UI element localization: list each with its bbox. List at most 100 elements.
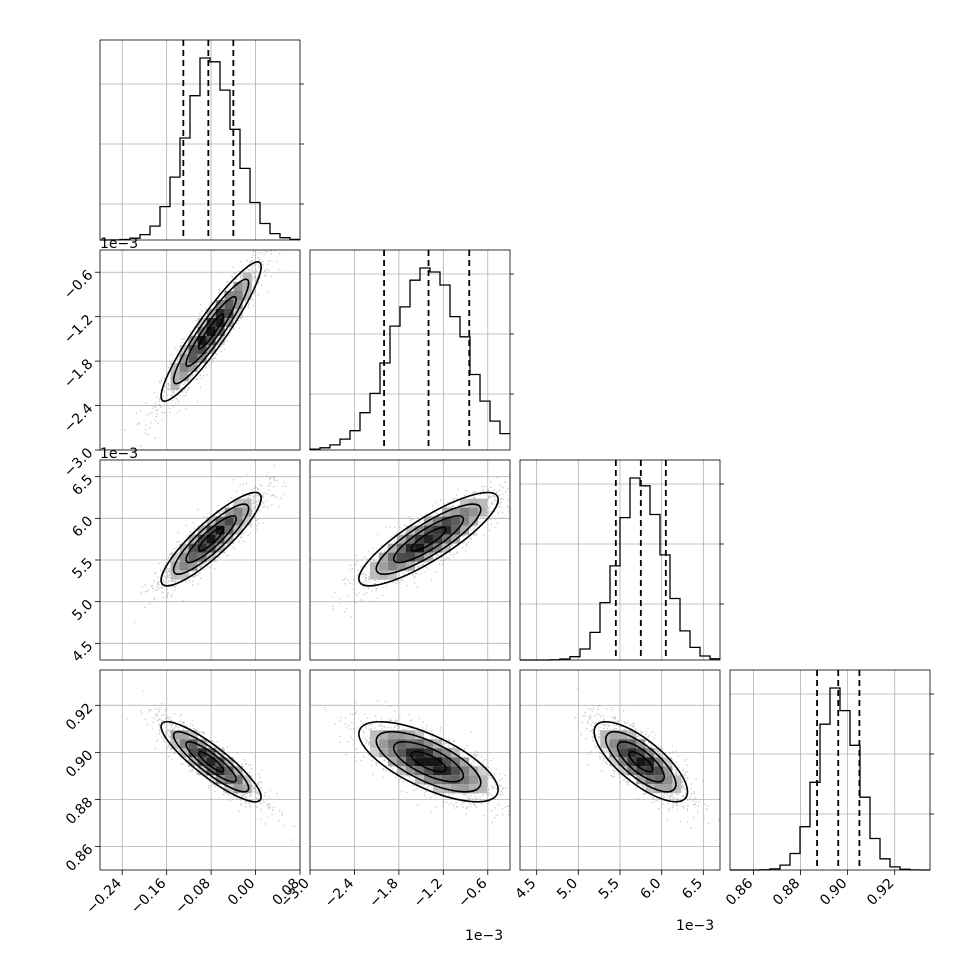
density-cell xyxy=(415,552,425,562)
density-cell xyxy=(388,748,398,758)
density-cell xyxy=(415,766,425,776)
density-cell xyxy=(379,561,389,571)
density-cell xyxy=(618,757,628,767)
y-tick-label: −1.2 xyxy=(61,312,96,347)
density-cell xyxy=(233,308,243,318)
density-cell xyxy=(179,730,189,740)
y-tick-label: 0.92 xyxy=(63,700,96,733)
density-cell xyxy=(224,766,234,776)
density-cell xyxy=(406,552,416,562)
y-tick-label: −0.6 xyxy=(61,267,96,302)
y-tick-label: 0.90 xyxy=(63,747,96,780)
density-cell xyxy=(179,344,189,354)
density-cell xyxy=(424,748,434,758)
density-cell xyxy=(478,766,488,776)
density-cell xyxy=(442,543,452,553)
density-cell xyxy=(206,525,216,535)
density-cell xyxy=(645,757,655,767)
density-cell xyxy=(188,362,198,372)
density-cell xyxy=(388,739,398,749)
density-cell xyxy=(188,552,198,562)
contour-line xyxy=(410,526,447,552)
density-cell xyxy=(206,534,216,544)
contour-line xyxy=(616,740,665,783)
density-cell xyxy=(609,757,619,767)
y-tick-label: 0.88 xyxy=(63,794,96,827)
contour-line xyxy=(197,526,225,552)
density-cell xyxy=(478,784,488,794)
density-cell xyxy=(442,516,452,526)
density-cell xyxy=(370,748,380,758)
histogram-step xyxy=(100,57,300,241)
panel-frame xyxy=(99,249,301,451)
density-cell xyxy=(379,739,389,749)
density-cell xyxy=(460,498,470,508)
density-cell xyxy=(224,525,234,535)
density-cell xyxy=(636,739,646,749)
y-tick-label: 5.5 xyxy=(69,555,96,582)
density-cell xyxy=(242,516,252,526)
contour-line xyxy=(185,515,237,564)
density-cell xyxy=(636,766,646,776)
contour-line xyxy=(392,515,465,564)
x-tick-label: 0.90 xyxy=(817,876,850,909)
x-offset-label: 1e−3 xyxy=(676,918,714,934)
density-cell xyxy=(406,525,416,535)
density-cell xyxy=(433,748,443,758)
density-cell xyxy=(451,775,461,785)
y-tick-label: −2.4 xyxy=(61,401,96,436)
density-cell xyxy=(397,730,407,740)
density-cell xyxy=(618,739,628,749)
panel-frame xyxy=(729,669,931,871)
density-cell xyxy=(415,757,425,767)
contour-line xyxy=(160,491,262,587)
density-cell xyxy=(233,775,243,785)
density-cell xyxy=(379,730,389,740)
density-cell xyxy=(442,766,452,776)
density-cell xyxy=(451,516,461,526)
density-cell xyxy=(242,498,252,508)
density-cell xyxy=(406,748,416,758)
x-tick-label: 0.86 xyxy=(723,875,756,908)
density-cell xyxy=(442,775,452,785)
density-cell xyxy=(636,775,646,785)
density-cell xyxy=(197,766,207,776)
density-cell xyxy=(433,516,443,526)
density-cell xyxy=(206,543,216,553)
histogram-step xyxy=(520,477,720,661)
density-cell xyxy=(627,757,637,767)
scatter-panel-2-1 xyxy=(310,460,510,660)
density-cell xyxy=(233,525,243,535)
density-cell xyxy=(206,552,216,562)
density-cell xyxy=(197,317,207,327)
density-cell xyxy=(406,757,416,767)
density-cell xyxy=(672,775,682,785)
density-cell xyxy=(224,507,234,517)
panel-frame xyxy=(309,669,511,871)
density-cell xyxy=(460,766,470,776)
density-cell xyxy=(388,561,398,571)
density-cell xyxy=(206,317,216,327)
density-cell xyxy=(215,757,225,767)
density-cell xyxy=(654,748,664,758)
density-cell xyxy=(206,335,216,345)
density-cell xyxy=(469,766,479,776)
density-cell xyxy=(170,739,180,749)
density-cell xyxy=(197,757,207,767)
density-cell xyxy=(460,516,470,526)
density-cell xyxy=(415,525,425,535)
density-cell xyxy=(197,335,207,345)
density-cell xyxy=(188,344,198,354)
contour-line xyxy=(593,720,689,803)
density-cell xyxy=(233,290,243,300)
density-cell xyxy=(379,570,389,580)
density-cell xyxy=(645,766,655,776)
density-cell xyxy=(654,766,664,776)
panel-frame xyxy=(519,459,721,661)
panel-frame xyxy=(309,459,511,661)
density-cell xyxy=(179,543,189,553)
density-cell xyxy=(388,757,398,767)
x-tick-label: −2.4 xyxy=(322,875,357,910)
density-cell xyxy=(242,775,252,785)
